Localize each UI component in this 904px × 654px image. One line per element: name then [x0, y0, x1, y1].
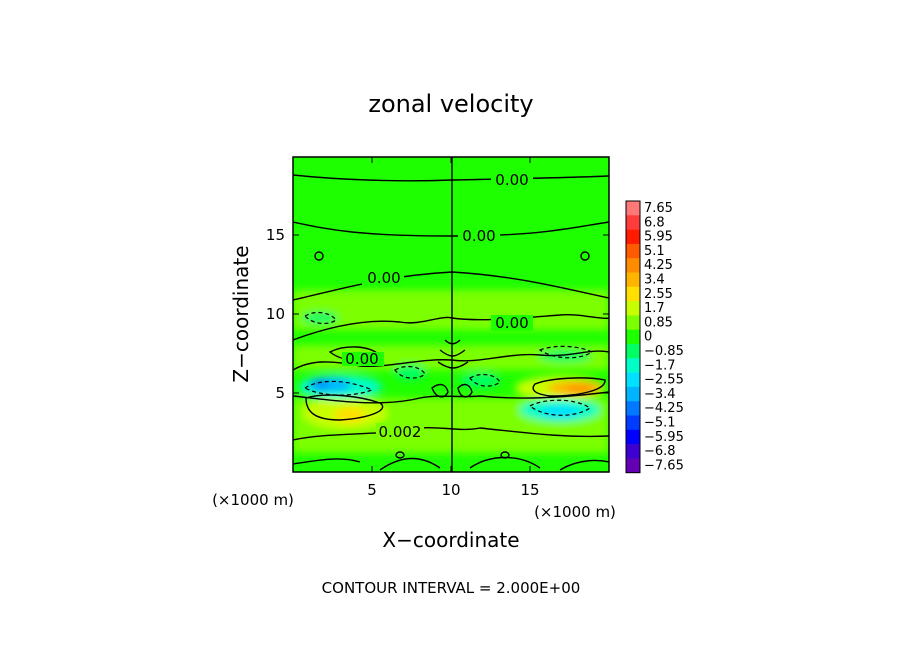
contour-label-bg: [491, 315, 533, 331]
negative-anomaly: [460, 372, 500, 388]
colorbar-swatch: [626, 258, 640, 273]
x-axis-label: X−coordinate: [382, 528, 519, 552]
colorbar-swatch: [626, 458, 640, 473]
colorbar-swatch: [626, 329, 640, 345]
contour-label-bg: [458, 228, 500, 244]
z-unit-label: (×1000 m): [212, 491, 294, 509]
y-axis: [293, 234, 609, 394]
colorbar-label: −2.55: [644, 373, 684, 388]
colorbar-frame: [625, 200, 641, 474]
colorbar-label: −6.8: [644, 444, 676, 459]
contour-line: [314, 251, 324, 261]
contour-lines: [293, 157, 609, 472]
colorbar-label: 2.55: [644, 287, 673, 302]
contour-label: 0.00: [495, 171, 528, 189]
colorbar-label: 3.4: [644, 273, 665, 288]
y-tick-label: 15: [266, 226, 285, 244]
colorbar-swatch: [626, 344, 640, 359]
contour-label: 0.00: [367, 269, 400, 287]
colorbar-swatch: [626, 358, 640, 373]
dashed-contours: [303, 311, 594, 416]
contour-label: 0.00: [495, 314, 528, 332]
colorbar-label: 0: [644, 330, 652, 345]
colorbar-label: −4.25: [644, 401, 684, 416]
colorbar-label: −3.4: [644, 387, 676, 402]
x-unit-label: (×1000 m): [534, 503, 616, 521]
contour-line: [538, 345, 594, 359]
colorbar-swatch: [626, 301, 640, 316]
contour-label-bg: [362, 270, 404, 286]
colorbar-label: 0.85: [644, 315, 673, 330]
colorbar-label: −0.85: [644, 344, 684, 359]
colorbar-label: 5.95: [644, 230, 673, 245]
contour-label: 0.002: [379, 423, 422, 441]
colorbar-swatch: [626, 386, 640, 402]
colorbar-label: −7.65: [644, 458, 684, 473]
contour-label: 0.00: [462, 227, 495, 245]
contour-line: [303, 380, 374, 396]
contour-line: [528, 399, 592, 416]
contour-labels: 0.00 0.00 0.00 0.00 0.00 0.002: [342, 171, 533, 441]
x-tick-label: 15: [520, 481, 539, 499]
contour-line: [469, 373, 501, 387]
y-tick-label: 5: [275, 384, 285, 402]
colorbar-label: 1.7: [644, 301, 665, 316]
colorbar-label: 4.25: [644, 258, 673, 273]
contour-line: [395, 451, 405, 459]
colorbar-label: −5.1: [644, 416, 676, 431]
contour-line: [293, 391, 609, 404]
colorbar-swatch: [626, 315, 640, 330]
chart-title: zonal velocity: [368, 90, 533, 118]
colorbar-swatch: [626, 429, 640, 445]
negative-anomaly: [312, 380, 328, 388]
colorbar-swatch: [626, 243, 640, 259]
colorbar-swatch: [626, 272, 640, 288]
colorbar-swatch: [626, 215, 640, 230]
contour-line: [532, 377, 606, 397]
colorbar-swatch: [626, 401, 640, 416]
contour-line: [580, 251, 590, 261]
contour-label-bg: [376, 423, 424, 439]
colorbar-swatch: [626, 229, 640, 245]
colorbar-label: −5.95: [644, 430, 684, 445]
contour-interval-note: CONTOUR INTERVAL = 2.000E+00: [322, 579, 581, 597]
contour-line: [293, 426, 609, 441]
contour-label: 0.00: [345, 350, 378, 368]
x-tick-label: 10: [441, 481, 460, 499]
negative-anomaly: [540, 406, 580, 418]
colorbar-swatch: [626, 286, 640, 302]
x-tick-label: 5: [367, 481, 377, 499]
colorbar: 7.656.85.955.14.253.42.551.70.850−0.85−1…: [625, 200, 684, 474]
colorbar-swatch: [626, 372, 640, 388]
positive-band: [293, 290, 609, 330]
contour-line: [305, 394, 384, 421]
contour-line: [304, 311, 337, 325]
colorbar-swatch: [626, 444, 640, 459]
y-tick-label: 10: [266, 305, 285, 323]
contour-line: [293, 456, 609, 471]
colorbar-label: 5.1: [644, 244, 665, 259]
positive-anomaly: [566, 385, 594, 393]
colorbar-swatch: [626, 201, 640, 216]
colorbar-swatch: [626, 415, 640, 431]
colorbar-label: 6.8: [644, 215, 665, 230]
contour-label-bg: [491, 171, 533, 187]
contour-line: [394, 365, 426, 379]
y-axis-label: Z−coordinate: [229, 245, 253, 382]
colorbar-label: −1.7: [644, 358, 676, 373]
colorbar-label: 7.65: [644, 201, 673, 216]
positive-anomaly: [334, 407, 366, 423]
heatmap-field: [293, 157, 609, 472]
contour-label-bg: [342, 352, 384, 366]
x-axis: [371, 157, 531, 472]
contour-line: [500, 451, 510, 459]
